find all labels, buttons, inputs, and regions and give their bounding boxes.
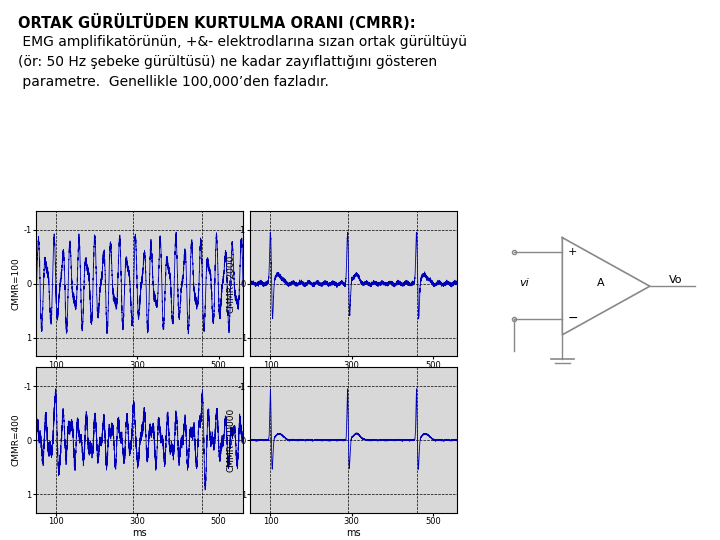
Text: ORTAK GÜRÜLTÜDEN KURTULMA ORANI (CMRR):: ORTAK GÜRÜLTÜDEN KURTULMA ORANI (CMRR): [18, 14, 415, 30]
Text: −: − [568, 312, 579, 325]
Text: parametre.  Genellikle 100,000’den fazladır.: parametre. Genellikle 100,000’den fazlad… [18, 75, 329, 89]
Text: +: + [568, 247, 577, 257]
Text: Vo: Vo [670, 275, 683, 285]
X-axis label: ms: ms [346, 371, 361, 381]
Y-axis label: CMMR=100: CMMR=100 [12, 257, 21, 310]
Text: (ör: 50 Hz şebeke gürültüsü) ne kadar zayıflattığını gösteren: (ör: 50 Hz şebeke gürültüsü) ne kadar za… [18, 55, 437, 69]
Y-axis label: CMMR=2000: CMMR=2000 [226, 254, 235, 313]
X-axis label: ms: ms [346, 528, 361, 537]
Y-axis label: CMMR=400: CMMR=400 [12, 414, 21, 467]
X-axis label: ms: ms [132, 528, 147, 537]
Text: EMG amplifikatörünün, +&- elektrodlarına sızan ortak gürültüyü: EMG amplifikatörünün, +&- elektrodlarına… [18, 35, 467, 49]
Text: vi: vi [520, 278, 529, 288]
Y-axis label: CMMR=10000: CMMR=10000 [226, 408, 235, 472]
X-axis label: ms: ms [132, 371, 147, 381]
Text: A: A [598, 278, 605, 288]
